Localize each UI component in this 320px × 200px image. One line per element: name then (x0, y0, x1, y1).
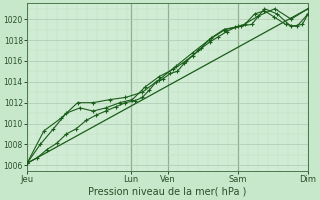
X-axis label: Pression niveau de la mer( hPa ): Pression niveau de la mer( hPa ) (88, 187, 247, 197)
